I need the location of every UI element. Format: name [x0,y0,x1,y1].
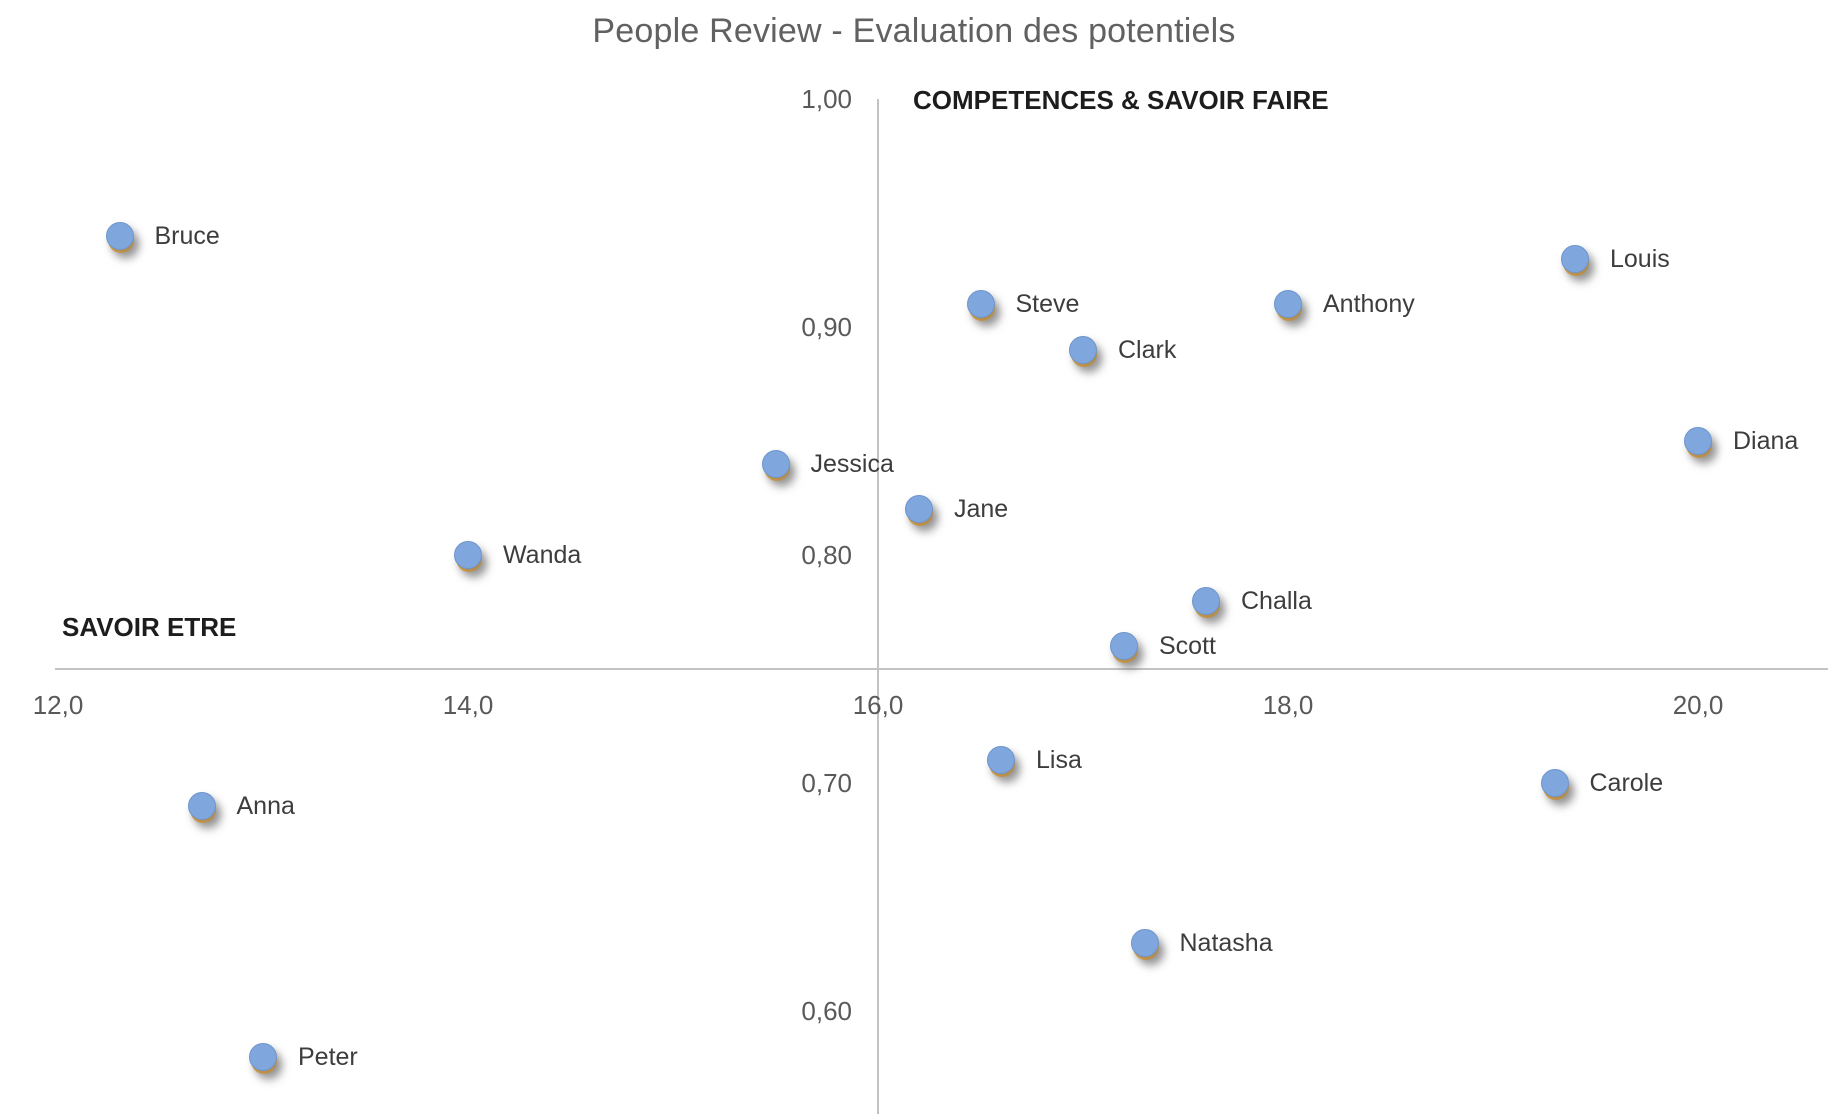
y-tick-label: 0,80 [801,540,852,570]
point-label-peter: Peter [298,1042,358,1071]
point-lisa: Lisa [987,746,1082,778]
chart-title: People Review - Evaluation des potentiel… [592,12,1236,50]
point-wanda: Wanda [454,541,581,572]
y-tick-label: 0,70 [801,768,852,798]
marker-challa[interactable] [1192,586,1220,615]
marker-steve[interactable] [966,290,995,319]
marker-natasha[interactable] [1130,928,1159,957]
x-axis-line [55,668,1828,670]
x-tick-label: 16,0 [852,690,904,720]
y-axis-line [877,99,879,1114]
point-label-bruce: Bruce [154,221,220,250]
marker-bruce[interactable] [105,221,134,250]
x-tick-label: 12,0 [32,690,84,720]
x-tick-label: 14,0 [442,690,494,720]
x-tick-label: 18,0 [1262,690,1314,720]
point-label-natasha: Natasha [1179,928,1273,957]
point-label-challa: Challa [1241,586,1312,615]
point-anthony: Anthony [1274,290,1415,322]
y-axis-title: COMPETENCES & SAVOIR FAIRE [913,85,1329,115]
point-label-jane: Jane [954,495,1009,524]
point-label-anthony: Anthony [1323,290,1415,319]
point-jessica: Jessica [761,449,894,481]
point-anna: Anna [187,791,295,823]
point-natasha: Natasha [1130,928,1273,960]
point-label-lisa: Lisa [1036,746,1082,775]
y-tick-label: 1,00 [801,84,852,114]
point-scott: Scott [1110,632,1216,664]
marker-anthony[interactable] [1274,290,1302,319]
point-label-louis: Louis [1610,244,1670,273]
point-steve: Steve [966,290,1079,322]
marker-diana[interactable] [1684,427,1712,455]
point-diana: Diana [1684,427,1798,458]
y-tick-label: 0,60 [801,996,852,1026]
marker-louis[interactable] [1561,244,1589,273]
point-jane: Jane [905,495,1008,527]
x-axis-title: SAVOIR ETRE [62,612,237,642]
marker-carole[interactable] [1540,769,1569,797]
marker-lisa[interactable] [987,746,1015,775]
marker-scott[interactable] [1110,632,1138,661]
x-tick-label: 20,0 [1672,690,1724,720]
marker-jane[interactable] [905,495,933,524]
point-label-jessica: Jessica [810,449,894,478]
point-clark: Clark [1069,335,1176,367]
marker-wanda[interactable] [454,541,482,569]
y-tick-label: 0,90 [801,312,852,342]
point-label-scott: Scott [1159,632,1216,661]
point-label-clark: Clark [1118,335,1177,364]
point-louis: Louis [1561,244,1670,276]
point-label-steve: Steve [1015,290,1080,319]
point-bruce: Bruce [105,221,220,253]
marker-anna[interactable] [187,791,216,820]
point-label-diana: Diana [1733,427,1799,455]
point-label-carole: Carole [1589,769,1664,797]
point-label-anna: Anna [236,791,295,820]
point-label-wanda: Wanda [503,541,582,569]
point-carole: Carole [1540,769,1663,800]
point-peter: Peter [249,1042,358,1074]
marker-jessica[interactable] [761,449,790,478]
marker-peter[interactable] [249,1042,277,1071]
point-challa: Challa [1192,586,1312,618]
marker-clark[interactable] [1069,335,1097,364]
